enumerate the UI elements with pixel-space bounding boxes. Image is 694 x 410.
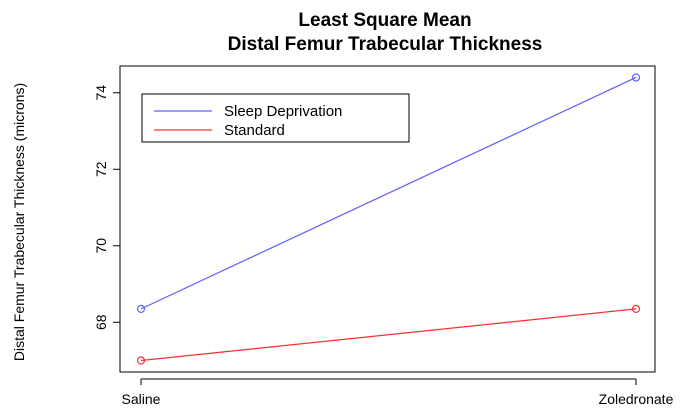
plot-frame	[119, 65, 656, 373]
legend-box	[141, 93, 410, 143]
chart-subtitle: Distal Femur Trabecular Thickness	[228, 34, 543, 55]
data-point-sleep-deprivation-zoledronate	[631, 73, 641, 82]
y-axis: 68 70 72 74	[93, 85, 120, 330]
x-axis: Saline Zoledronate	[122, 378, 674, 407]
series-line-sleep-deprivation	[140, 76, 637, 310]
x-tick-label: Saline	[122, 391, 161, 407]
data-point-standard-saline	[136, 356, 146, 365]
legend: Sleep Deprivation Standard	[141, 93, 410, 143]
series-layer	[136, 73, 641, 365]
data-point-sleep-deprivation-saline	[136, 304, 146, 313]
y-tick-label: 70	[93, 238, 109, 254]
y-tick-label: 74	[93, 85, 109, 101]
chart-title: Least Square Mean	[298, 10, 471, 31]
data-point-standard-zoledronate	[631, 304, 641, 313]
x-tick-label: Zoledronate	[599, 391, 674, 407]
legend-label-sleep-deprivation: Sleep Deprivation	[224, 103, 342, 120]
y-tick-label: 68	[93, 314, 109, 330]
y-axis-label: Distal Femur Trabecular Thickness (micro…	[11, 83, 27, 361]
series-line-standard	[140, 308, 637, 362]
y-tick-label: 72	[93, 161, 109, 177]
legend-label-standard: Standard	[224, 122, 285, 139]
